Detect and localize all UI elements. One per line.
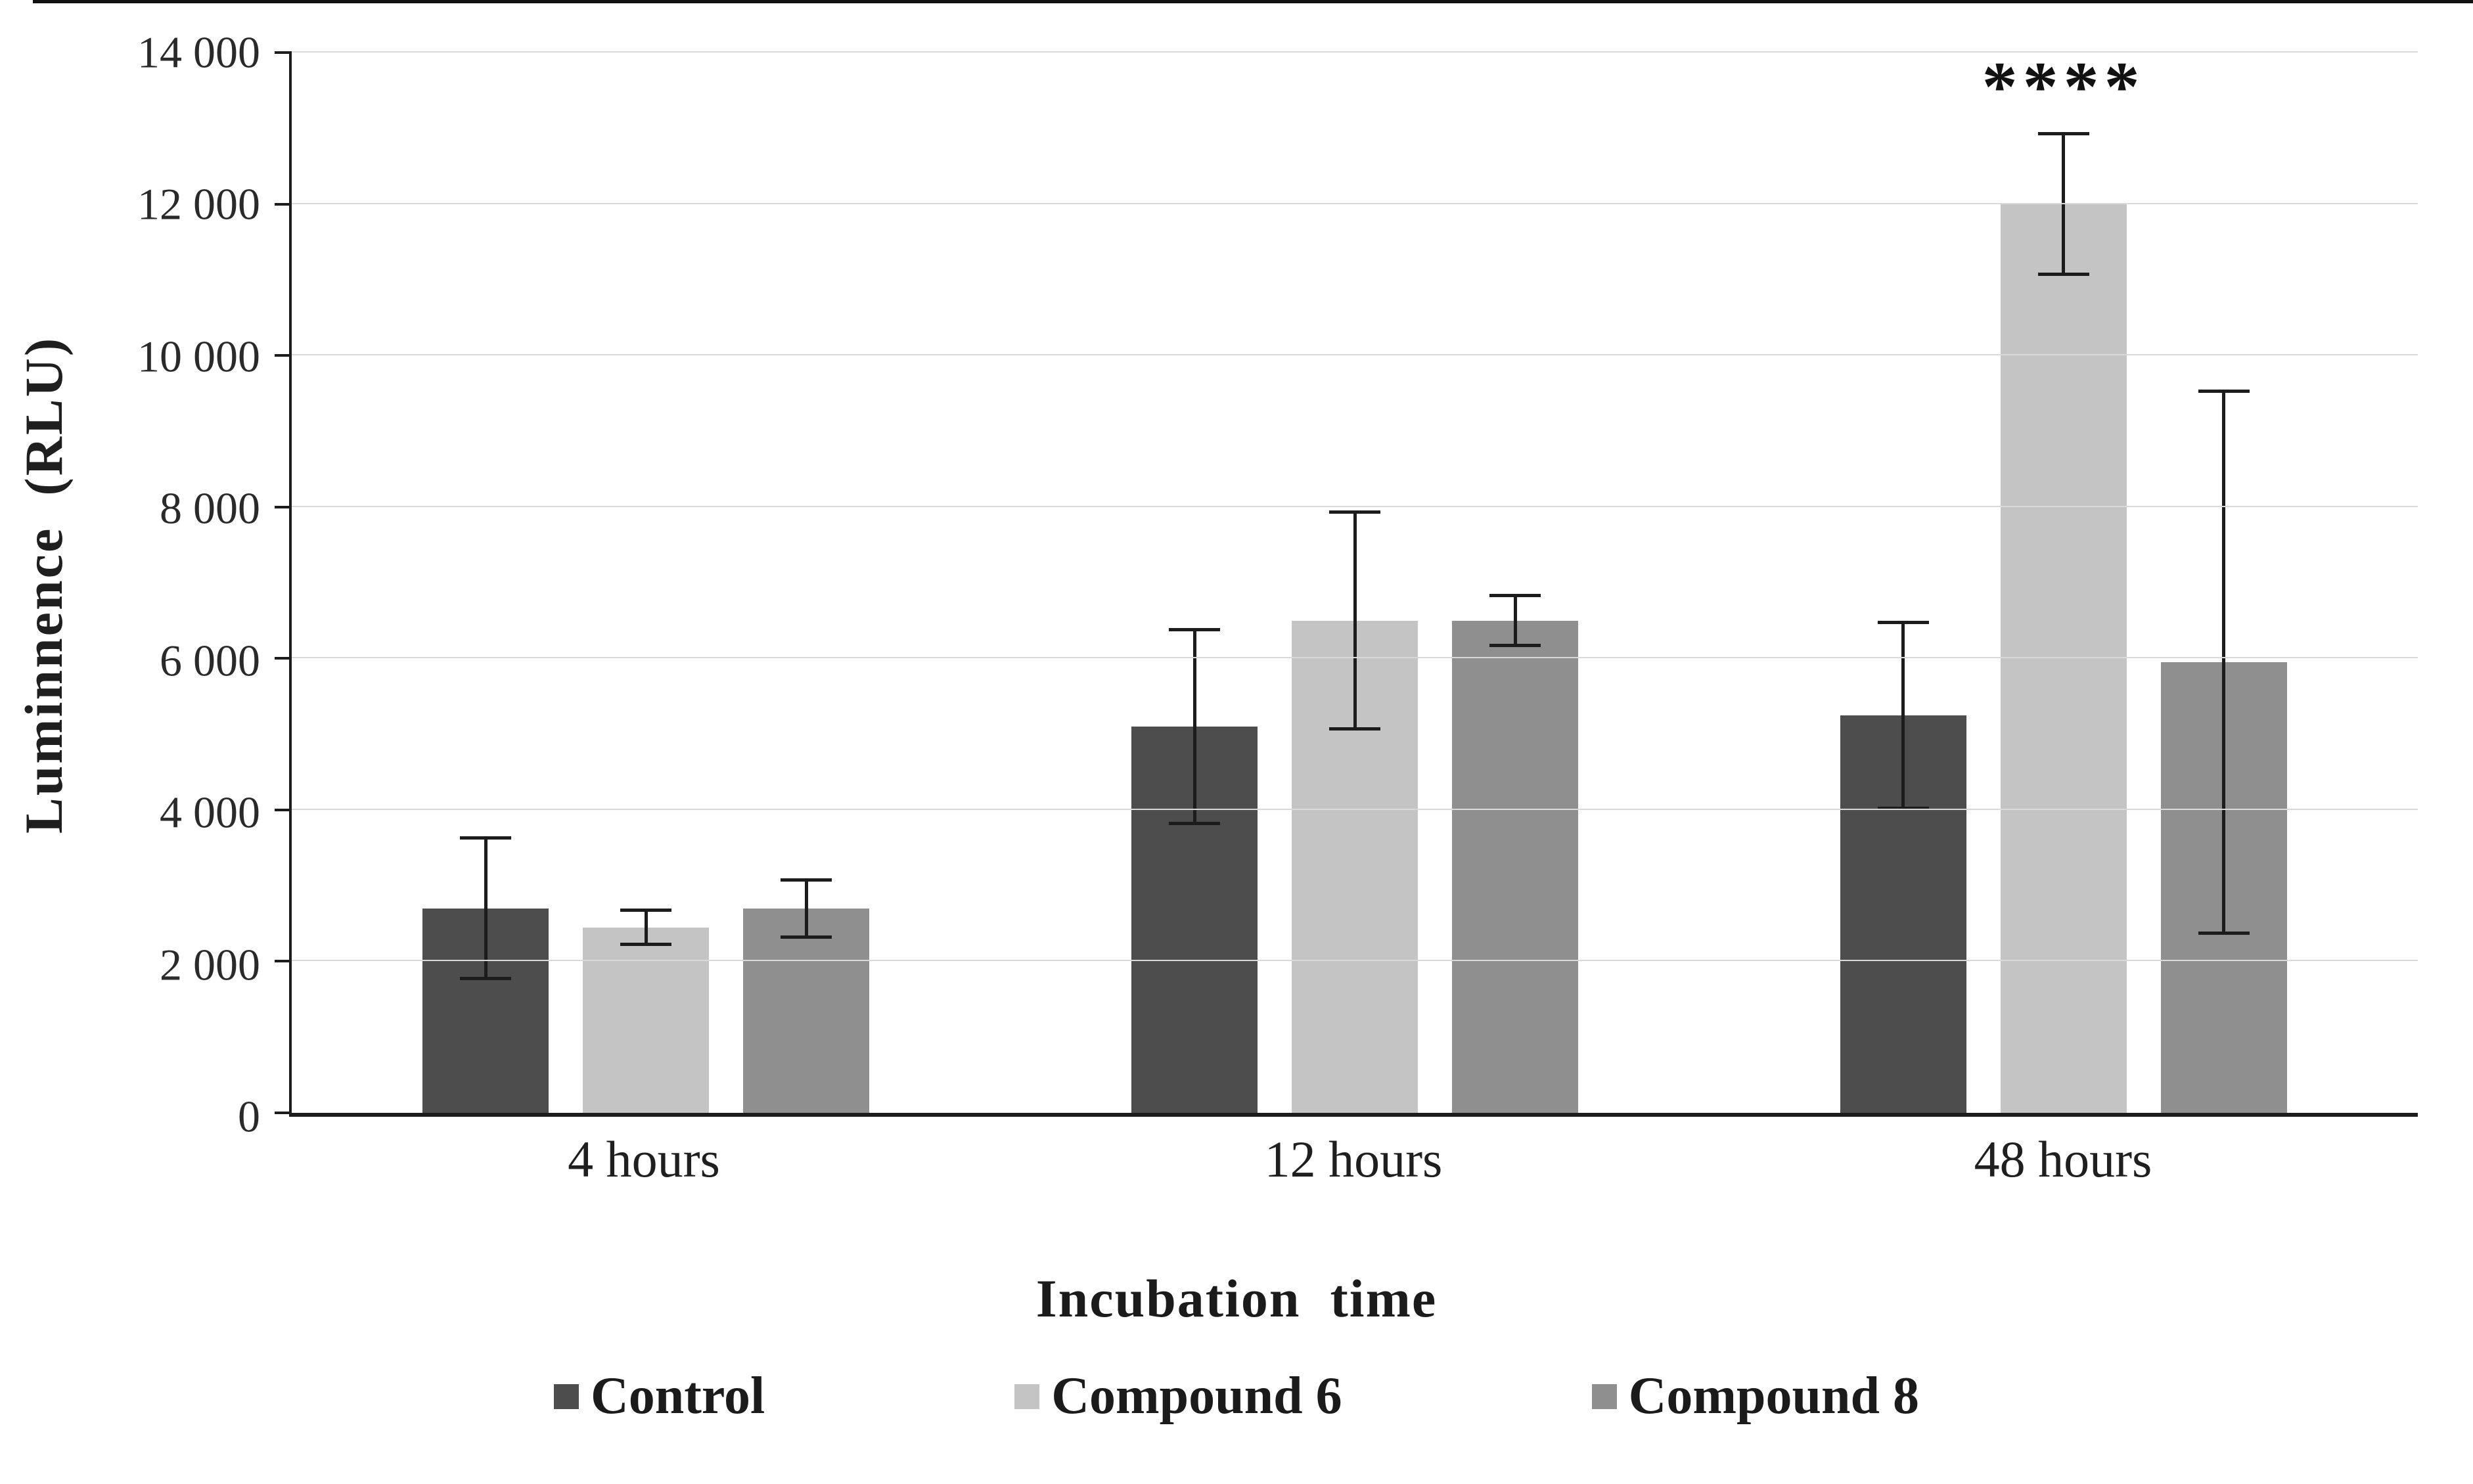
y-tick-mark bbox=[275, 657, 292, 660]
legend-swatch-compound-8 bbox=[1591, 1383, 1617, 1409]
error-bar bbox=[620, 908, 672, 947]
gridline bbox=[292, 354, 2418, 356]
bar-slot-control bbox=[1131, 53, 1258, 1113]
error-bar-cap-bottom bbox=[2037, 273, 2089, 277]
y-tick-label: 10 000 bbox=[137, 331, 260, 382]
error-bar-cap-bottom bbox=[1329, 727, 1380, 731]
error-bar-cap-top bbox=[2037, 132, 2089, 136]
y-tick-mark bbox=[275, 354, 292, 357]
gridline bbox=[292, 51, 2418, 53]
legend-item-control: Control bbox=[554, 1366, 765, 1426]
legend-label-compound-6: Compound 6 bbox=[1051, 1367, 1342, 1425]
bar-slot-compound-8 bbox=[1452, 53, 1578, 1113]
error-bar-cap-top bbox=[1489, 594, 1541, 598]
y-tick-label: 14 000 bbox=[137, 27, 260, 78]
y-tick-label: 2 000 bbox=[160, 939, 260, 990]
error-bar bbox=[460, 836, 512, 981]
bar-slot-compound-8 bbox=[2160, 53, 2287, 1113]
y-axis-title: Luminnence (RLU) bbox=[14, 336, 74, 834]
bar-groups: **** bbox=[292, 51, 2418, 1113]
gridline bbox=[292, 960, 2418, 962]
y-tick-mark bbox=[275, 808, 292, 811]
error-bar bbox=[781, 878, 832, 939]
error-bar-cap-bottom bbox=[1877, 806, 1929, 810]
error-bar bbox=[1489, 594, 1541, 647]
bar-compound-8 bbox=[1452, 620, 1578, 1113]
gridline bbox=[292, 657, 2418, 659]
error-bar bbox=[1877, 620, 1929, 810]
x-category-labels: 4 hours 12 hours 48 hours bbox=[289, 1130, 2418, 1189]
bar-slot-compound-8 bbox=[743, 53, 870, 1113]
figure-top-border bbox=[33, 0, 2473, 3]
error-bar bbox=[2198, 390, 2250, 935]
error-bar-cap-bottom bbox=[781, 935, 832, 939]
error-bar bbox=[1169, 628, 1220, 825]
y-tick-mark bbox=[275, 202, 292, 206]
legend-swatch-compound-6 bbox=[1014, 1383, 1040, 1409]
y-tick-label: 6 000 bbox=[160, 635, 260, 686]
x-category-label-48-hours: 48 hours bbox=[1974, 1131, 2152, 1188]
gridline bbox=[292, 202, 2418, 204]
bar-group-12-hours bbox=[1001, 53, 1710, 1113]
bar-compound-6 bbox=[583, 927, 710, 1113]
x-category-label-12-hours: 12 hours bbox=[1264, 1131, 1443, 1188]
bar-slot-compound-6 bbox=[583, 53, 710, 1113]
bar-group-4-hours bbox=[292, 53, 1001, 1113]
error-bar-cap-bottom bbox=[1169, 821, 1220, 825]
y-tick-label: 8 000 bbox=[160, 483, 260, 533]
bar-slot-control bbox=[1840, 53, 1966, 1113]
legend: Control Compound 6 Compound 8 bbox=[0, 1366, 2473, 1426]
error-bar bbox=[1329, 510, 1380, 731]
bar-compound-8 bbox=[743, 908, 870, 1113]
y-tick-mark bbox=[275, 505, 292, 508]
bar-group-48-hours: **** bbox=[1709, 51, 2418, 1113]
y-tick-labels: 0 2 000 4 000 6 000 8 000 10 000 12 000 14 000 bbox=[72, 28, 269, 1142]
significance-annotation: **** bbox=[1982, 47, 2145, 126]
bar-slot-compound-6: **** bbox=[1982, 51, 2140, 1113]
error-bar-cap-top bbox=[460, 836, 512, 840]
error-bar-cap-top bbox=[781, 878, 832, 882]
legend-item-compound-8: Compound 8 bbox=[1591, 1366, 1919, 1426]
error-bar-cap-bottom bbox=[1489, 644, 1541, 647]
legend-label-compound-8: Compound 8 bbox=[1628, 1367, 1919, 1425]
bar-slot-control bbox=[422, 53, 549, 1113]
error-bar-cap-bottom bbox=[460, 977, 512, 981]
y-tick-mark bbox=[275, 1112, 292, 1114]
bar-slot-compound-6 bbox=[1292, 53, 1418, 1113]
y-tick-mark bbox=[275, 960, 292, 963]
gridline bbox=[292, 808, 2418, 810]
error-bar-cap-bottom bbox=[620, 943, 672, 947]
error-bar bbox=[2037, 132, 2089, 277]
legend-item-compound-6: Compound 6 bbox=[1014, 1366, 1342, 1426]
gridline bbox=[292, 505, 2418, 507]
error-bar-cap-bottom bbox=[2198, 932, 2250, 935]
y-tick-mark bbox=[275, 51, 292, 54]
plot-area: **** bbox=[275, 51, 2418, 1117]
y-tick-label: 12 000 bbox=[137, 179, 260, 229]
legend-label-control: Control bbox=[591, 1367, 765, 1425]
legend-swatch-control bbox=[554, 1383, 579, 1409]
error-bar-cap-top bbox=[1329, 510, 1380, 514]
error-bar-cap-top bbox=[1877, 620, 1929, 624]
y-tick-label: 0 bbox=[238, 1091, 260, 1142]
error-bar-cap-top bbox=[620, 908, 672, 912]
x-category-label-4-hours: 4 hours bbox=[568, 1131, 720, 1188]
y-tick-label: 4 000 bbox=[160, 787, 260, 838]
error-bar-cap-top bbox=[1169, 628, 1220, 632]
error-bar-cap-top bbox=[2198, 390, 2250, 393]
x-axis-title: Incubation time bbox=[1035, 1269, 1438, 1328]
